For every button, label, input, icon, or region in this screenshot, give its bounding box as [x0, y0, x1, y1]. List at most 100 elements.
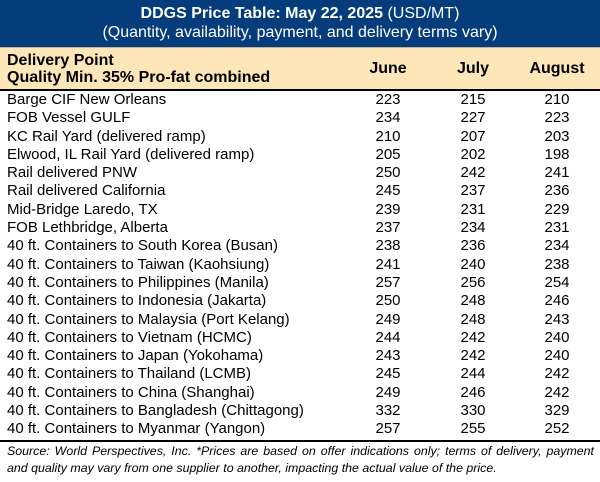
price-july: 236 — [460, 237, 486, 255]
price-july: 246 — [460, 383, 486, 401]
delivery-point: 40 ft. Containers to Vietnam (HCMC) — [7, 328, 252, 346]
price-july: 255 — [460, 420, 486, 438]
price-june: 223 — [375, 91, 401, 108]
header-quality-label: Quality Min. 35% Pro-fat combined — [7, 68, 271, 86]
price-july: 248 — [460, 310, 486, 328]
price-august: 236 — [544, 182, 570, 200]
price-june: 245 — [375, 182, 401, 200]
table-row: 40 ft. Containers to China (Shanghai) 249… — [0, 384, 600, 402]
price-july: 244 — [460, 365, 486, 383]
delivery-point: FOB Vessel GULF — [7, 109, 131, 127]
header-delivery-point-label: Delivery Point — [7, 51, 114, 69]
price-july: 234 — [460, 219, 486, 237]
price-august: 231 — [544, 219, 570, 237]
delivery-point: Elwood, IL Rail Yard (delivered ramp) — [7, 145, 255, 163]
header-june: June — [369, 59, 407, 77]
table-row: 40 ft. Containers to South Korea (Busan)… — [0, 237, 600, 255]
price-august: 229 — [544, 200, 570, 218]
price-june: 249 — [375, 383, 401, 401]
price-june: 249 — [375, 310, 401, 328]
table-body: Barge CIF New Orleans 223 215 210 FOB Vessel… — [0, 91, 600, 439]
price-june: 205 — [375, 145, 401, 163]
table-row: Rail delivered California 245 237 236 — [0, 182, 600, 200]
table-row: Elwood, IL Rail Yard (delivered ramp) 205… — [0, 146, 600, 164]
table-row: FOB Lethbridge, Alberta 237 234 231 — [0, 219, 600, 237]
price-july: 256 — [460, 273, 486, 291]
price-august: 238 — [544, 255, 570, 273]
price-july: 248 — [460, 292, 486, 310]
table-row: 40 ft. Containers to Philippines (Manila… — [0, 274, 600, 292]
delivery-point: 40 ft. Containers to Indonesia (Jakarta) — [7, 292, 267, 310]
table-row: Barge CIF New Orleans 223 215 210 — [0, 91, 600, 109]
source-note: Source: World Perspectives, Inc. *Prices… — [7, 443, 594, 475]
price-august: 234 — [544, 237, 570, 255]
price-july: 202 — [460, 145, 486, 163]
delivery-point: 40 ft. Containers to South Korea (Busan) — [7, 237, 278, 255]
table-row: 40 ft. Containers to Japan (Yokohama) 243… — [0, 347, 600, 365]
price-august: 246 — [544, 292, 570, 310]
price-june: 332 — [375, 402, 401, 420]
delivery-point: 40 ft. Containers to Taiwan (Kaohsiung) — [7, 255, 270, 273]
table-row: 40 ft. Containers to Vietnam (HCMC) 244 24… — [0, 329, 600, 347]
price-july: 227 — [460, 109, 486, 127]
price-august: 240 — [544, 328, 570, 346]
price-july: 215 — [460, 91, 486, 108]
delivery-point: KC Rail Yard (delivered ramp) — [7, 127, 206, 145]
delivery-point: 40 ft. Containers to Philippines (Manila… — [7, 273, 269, 291]
price-june: 238 — [375, 237, 401, 255]
price-june: 243 — [375, 347, 401, 365]
delivery-point: Rail delivered PNW — [7, 164, 138, 182]
header-delivery-point: Delivery Point Quality Min. 35% Pro-fat … — [0, 52, 347, 86]
price-june: 257 — [375, 273, 401, 291]
price-july: 330 — [460, 402, 486, 420]
price-august: 240 — [544, 347, 570, 365]
price-june: 210 — [375, 127, 401, 145]
table-row: Rail delivered PNW 250 242 241 — [0, 164, 600, 182]
table-row: 40 ft. Containers to Thailand (LCMB) 245 2… — [0, 365, 600, 383]
price-august: 241 — [544, 164, 570, 182]
table-header: Delivery Point Quality Min. 35% Pro-fat … — [0, 47, 600, 91]
price-june: 237 — [375, 219, 401, 237]
table-unit: (USD/MT) — [387, 5, 460, 22]
delivery-point: Rail delivered California — [7, 182, 166, 200]
price-august: 243 — [544, 310, 570, 328]
delivery-point: 40 ft. Containers to Myanmar (Yangon) — [7, 420, 266, 438]
price-august: 242 — [544, 383, 570, 401]
price-august: 252 — [544, 420, 570, 438]
table-row: 40 ft. Containers to Malaysia (Port Kela… — [0, 311, 600, 329]
price-august: 329 — [544, 402, 570, 420]
price-june: 245 — [375, 365, 401, 383]
price-june: 250 — [375, 164, 401, 182]
price-june: 234 — [375, 109, 401, 127]
table-row: 40 ft. Containers to Bangladesh (Chittag… — [0, 402, 600, 420]
price-july: 242 — [460, 164, 486, 182]
table-row: Mid-Bridge Laredo, TX 239 231 229 — [0, 201, 600, 219]
table-subtitle: (Quantity, availability, payment, and de… — [102, 24, 498, 41]
table-row: KC Rail Yard (delivered ramp) 210 207 203 — [0, 128, 600, 146]
table-row: 40 ft. Containers to Indonesia (Jakarta)… — [0, 292, 600, 310]
price-august: 242 — [544, 365, 570, 383]
price-august: 203 — [544, 127, 570, 145]
price-august: 210 — [544, 91, 570, 108]
price-july: 242 — [460, 347, 486, 365]
price-july: 242 — [460, 328, 486, 346]
delivery-point: Mid-Bridge Laredo, TX — [7, 200, 158, 218]
delivery-point: 40 ft. Containers to Malaysia (Port Kela… — [7, 310, 290, 328]
price-august: 254 — [544, 273, 570, 291]
price-july: 231 — [460, 200, 486, 218]
price-june: 244 — [375, 328, 401, 346]
delivery-point: Barge CIF New Orleans — [7, 91, 167, 108]
table-row: 40 ft. Containers to Myanmar (Yangon) 257… — [0, 420, 600, 438]
header-july: July — [456, 59, 489, 77]
header-august: August — [529, 59, 585, 77]
price-june: 241 — [375, 255, 401, 273]
table-bottom-rule — [0, 439, 600, 442]
table-title: DDGS Price Table: May 22, 2025 — [140, 5, 384, 22]
delivery-point: 40 ft. Containers to Thailand (LCMB) — [7, 365, 252, 383]
price-july: 240 — [460, 255, 486, 273]
price-july: 207 — [460, 127, 486, 145]
delivery-point: 40 ft. Containers to Bangladesh (Chittag… — [7, 402, 304, 420]
table-title-bar: DDGS Price Table: May 22, 2025 (USD/MT) … — [0, 0, 600, 47]
price-august: 198 — [544, 145, 570, 163]
price-june: 250 — [375, 292, 401, 310]
